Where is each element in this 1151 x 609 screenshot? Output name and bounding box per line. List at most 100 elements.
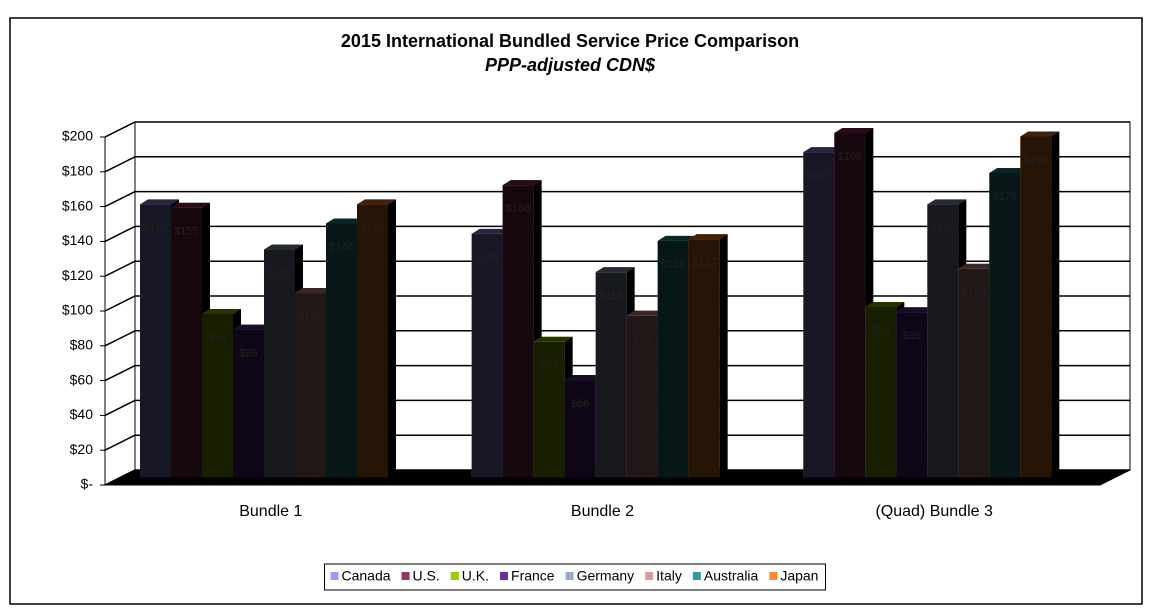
chart-subtitle: PPP-adjusted CDN$ (485, 55, 656, 75)
bar-shade (958, 268, 990, 478)
bar-shade (264, 249, 295, 478)
bar-top-shade (1020, 131, 1060, 137)
legend-swatch (450, 572, 459, 580)
data-label: $168 (506, 203, 530, 215)
bar-shade (834, 132, 866, 478)
legend-swatch (645, 572, 654, 580)
data-label: $175 (993, 191, 1017, 203)
bar (533, 336, 573, 478)
chart-title: 2015 International Bundled Service Price… (341, 31, 799, 51)
bar-side (1051, 131, 1060, 478)
bar-top-shade (233, 324, 272, 330)
data-label: $85 (239, 348, 257, 360)
y-tick-label: $140 (62, 232, 93, 248)
bar-shade (171, 207, 202, 478)
bar-shade (626, 315, 658, 478)
bar (834, 127, 874, 478)
legend-label: Canada (342, 568, 391, 584)
data-label: $118 (599, 290, 623, 302)
bar-top-shade (626, 310, 666, 316)
legend-label: Japan (780, 568, 818, 584)
bar (688, 234, 728, 478)
grid-line (104, 399, 136, 417)
data-label: $157 (143, 222, 167, 234)
grid-line (104, 260, 136, 277)
grid-line (104, 225, 136, 243)
data-label: $157 (360, 222, 384, 234)
y-tick-label: $60 (70, 371, 94, 387)
x-tick-label: Bundle 1 (239, 503, 302, 520)
bar-shade (1020, 136, 1052, 478)
legend-swatch (401, 572, 410, 580)
y-tick-label: $80 (70, 337, 94, 353)
data-label: $93 (633, 334, 651, 346)
grid-line (104, 469, 136, 486)
data-label: $187 (807, 170, 831, 182)
bar-shade (595, 272, 627, 478)
grid-line (104, 364, 136, 382)
bar-top-shade (595, 267, 635, 273)
bar-top-shade (357, 199, 396, 205)
bar-top-shade (989, 168, 1029, 173)
data-label: $95 (903, 330, 921, 342)
bar-top-shade (896, 307, 936, 313)
grid-line (104, 121, 136, 138)
legend-label: Italy (656, 568, 682, 584)
bar-top-shade (471, 228, 511, 234)
bar (357, 199, 396, 478)
data-label: $137 (692, 257, 716, 269)
data-label: $136 (661, 259, 685, 271)
x-tick-label: (Quad) Bundle 3 (875, 503, 993, 520)
y-tick-label: $100 (62, 302, 93, 318)
y-tick-label: $- (81, 476, 94, 492)
legend: Canada U.S. U.K. France Germany Italy Australi… (324, 563, 826, 591)
bar-shade (140, 204, 171, 478)
legend-label: U.K. (462, 568, 489, 584)
bar-shade (357, 204, 388, 478)
data-label: $106 (298, 311, 322, 323)
data-label: $98 (872, 325, 890, 337)
bar-shade (295, 293, 326, 478)
y-tick-label: $160 (62, 197, 93, 213)
bar-side (388, 199, 396, 478)
grid-line (104, 295, 136, 312)
bar (564, 375, 604, 478)
bar-shade (688, 239, 720, 478)
bar-shade (471, 233, 503, 478)
legend-swatch (692, 572, 701, 580)
legend-label: Australia (704, 568, 759, 584)
y-tick-label: $180 (62, 163, 93, 179)
bar-top-shade (657, 235, 697, 241)
legend-swatch (769, 572, 778, 580)
data-label: $56 (571, 398, 589, 410)
y-tick-label: $120 (62, 267, 93, 283)
bar-shade (657, 240, 689, 478)
bar-top-shade (264, 244, 303, 250)
legend-label: France (511, 568, 555, 584)
bar-top-shade (564, 375, 604, 381)
bar-top-shade (171, 202, 210, 208)
bar-shade (989, 173, 1021, 478)
bar-top-shade (803, 147, 843, 153)
data-label: $131 (267, 267, 291, 279)
bar-top-shade (865, 301, 905, 307)
bar (1020, 131, 1060, 478)
bar (803, 147, 843, 478)
legend-swatch (500, 572, 509, 580)
bar-shade (896, 312, 928, 478)
y-tick-label: $40 (70, 406, 94, 422)
bar-shade (865, 306, 897, 478)
bar-side (719, 234, 728, 478)
data-label: $94 (208, 332, 226, 344)
legend-label: U.S. (413, 568, 440, 584)
legend-swatch (330, 572, 339, 580)
bar-top-shade (927, 199, 967, 205)
legend-swatch (565, 572, 574, 580)
data-label: $198 (838, 151, 862, 163)
data-label: $155 (174, 226, 198, 238)
y-tick-label: $20 (70, 441, 94, 457)
bar-shade (326, 223, 357, 478)
bar-top-shade (140, 199, 179, 205)
bar (502, 180, 542, 478)
bar-shade (533, 341, 565, 478)
